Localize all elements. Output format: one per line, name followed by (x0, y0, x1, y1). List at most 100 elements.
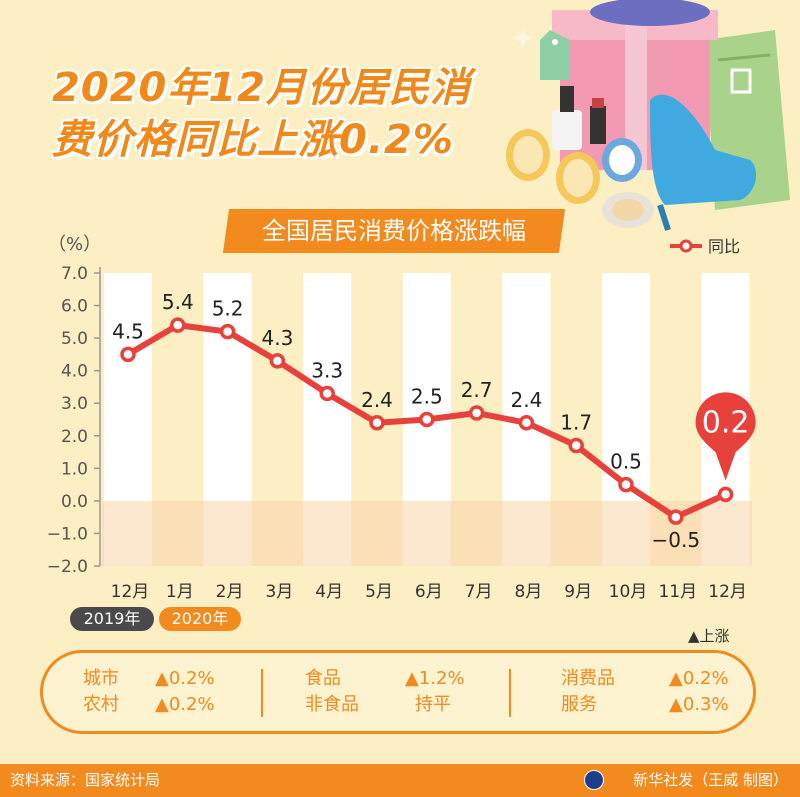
data-point (369, 415, 385, 431)
y-tick-label: 1.0 (61, 459, 88, 479)
page-title: 2020年12月份居民消 费价格同比上涨0.2% (52, 62, 471, 166)
data-label: −0.5 (652, 528, 701, 552)
data-point (468, 405, 485, 421)
x-tick-label: 10月 (609, 582, 648, 602)
legend-up-note: ▲上涨 (688, 627, 730, 645)
y-tick-label: 4.0 (61, 362, 88, 382)
summary-services: 服务 ▲0.3% (561, 692, 729, 718)
x-tick-label: 2月 (216, 582, 244, 602)
year-badge-2020: 2020年 (159, 607, 241, 631)
data-point (668, 509, 684, 525)
y-tick-label: −1.0 (47, 524, 88, 544)
stripe-positive (203, 273, 252, 501)
y-axis-unit-label: （%） (48, 234, 101, 255)
data-label: 2.7 (461, 378, 493, 402)
stripe-negative (303, 500, 352, 566)
summary-nonfood: 非食品 持平 (305, 692, 451, 718)
title-line-2: 费价格同比上涨0.2% (52, 117, 454, 163)
data-label: 4.3 (261, 326, 293, 350)
summary-value: ▲0.2% (669, 668, 729, 689)
y-tick-label: 6.0 (61, 297, 88, 317)
x-tick-label: 6月 (415, 582, 443, 602)
data-point (219, 323, 236, 340)
data-label: 5.2 (212, 297, 244, 321)
credit: 新华社发（王威 制图） (633, 771, 788, 789)
stripe-negative (203, 500, 252, 566)
summary-value: ▲0.2% (155, 694, 215, 715)
xinhua-logo-icon (584, 770, 604, 790)
data-label: 0.5 (610, 450, 642, 474)
chart-background-stripes (102, 273, 752, 566)
stripe-positive (104, 273, 152, 501)
legend-marker (679, 239, 693, 253)
summary-divider (509, 669, 511, 717)
x-tick-label: 4月 (315, 582, 343, 602)
legend-label: 同比 (708, 237, 740, 256)
x-tick-label: 7月 (465, 582, 493, 602)
legend: 同比 (670, 237, 740, 256)
x-tick-label: 3月 (265, 582, 293, 602)
summary-label: 服务 (561, 694, 597, 715)
data-point (269, 353, 286, 369)
summary-urban: 城市 ▲0.2% (83, 666, 215, 692)
x-tick-label: 12月 (708, 582, 747, 602)
summary-value: ▲0.2% (155, 668, 215, 689)
data-label: 3.3 (311, 358, 343, 382)
x-tick-label: 1月 (166, 582, 194, 602)
highlight-bubble (695, 392, 756, 481)
data-labels: 4.5 5.4 5.2 4.3 3.3 2.4 2.5 2.7 2.4 1.7 0.5 −0.5 0.2 (112, 290, 756, 552)
x-axis: 12月 1月 2月 3月 4月 5月 6月 7月 8月 9月 10月 11月 12月 (111, 582, 747, 602)
data-source: 资料来源：国家统计局 (10, 771, 161, 789)
stripe-positive (402, 273, 451, 501)
data-label: 5.4 (162, 290, 194, 314)
data-point (717, 486, 734, 503)
data-label: 2.5 (411, 385, 443, 409)
data-label: 2.4 (510, 388, 542, 412)
data-point (170, 317, 186, 333)
summary-label: 非食品 (305, 694, 359, 715)
x-tick-label: 8月 (514, 582, 542, 602)
data-label: 1.7 (560, 411, 592, 435)
summary-value: ▲1.2% (405, 668, 465, 689)
y-tick-label: 3.0 (61, 394, 88, 414)
y-axis: 7.0 6.0 5.0 4.0 3.0 2.0 1.0 0.0 −1.0 −2.0 (47, 264, 101, 577)
title-line-1: 2020年12月份居民消 (52, 65, 471, 111)
data-point (419, 411, 435, 428)
x-tick-label: 12月 (111, 582, 150, 602)
stripe-negative (104, 500, 152, 566)
shopping-illustration-icon (506, 0, 790, 231)
summary-value: ▲0.3% (669, 694, 729, 715)
line-chart: 7.06.05.04.03.02.01.00.0−1.0−2.0 （%） 同比 … (47, 234, 756, 602)
x-tick-label: 5月 (365, 582, 393, 602)
data-label-highlight: 0.2 (702, 405, 750, 440)
year-badge-2019: 2019年 (70, 607, 154, 631)
y-tick-label: 5.0 (61, 329, 88, 349)
summary-label: 食品 (305, 668, 341, 689)
summary-value: 持平 (415, 694, 451, 715)
data-points (120, 317, 734, 525)
summary-label: 城市 (83, 668, 119, 689)
data-point (618, 476, 634, 493)
stripe-negative (701, 500, 750, 566)
y-tick-label: 2.0 (61, 427, 88, 447)
x-tick-label: 9月 (564, 582, 592, 602)
stripe-positive (602, 273, 650, 501)
data-point (319, 385, 335, 402)
y-tick-label: −2.0 (47, 557, 88, 577)
data-label: 2.4 (361, 388, 393, 412)
summary-label: 消费品 (561, 668, 615, 689)
summary-panel: 城市 ▲0.2% 农村 ▲0.2% 食品 ▲1.2% 非食品 持平 消费品 ▲0… (40, 650, 756, 734)
summary-rural: 农村 ▲0.2% (83, 692, 215, 718)
summary-divider (261, 669, 263, 717)
stripe-negative (602, 500, 650, 566)
summary-food: 食品 ▲1.2% (305, 666, 465, 692)
footer: 资料来源：国家统计局 新华社发（王威 制图） (0, 764, 800, 797)
data-point (518, 415, 535, 431)
stripe-negative (502, 500, 551, 566)
y-tick-label: 0.0 (61, 492, 88, 512)
summary-label: 农村 (83, 694, 119, 715)
stripe-negative (402, 500, 451, 566)
y-tick-label: 7.0 (61, 264, 88, 284)
stripe-positive (502, 273, 551, 501)
data-label: 4.5 (112, 319, 144, 343)
